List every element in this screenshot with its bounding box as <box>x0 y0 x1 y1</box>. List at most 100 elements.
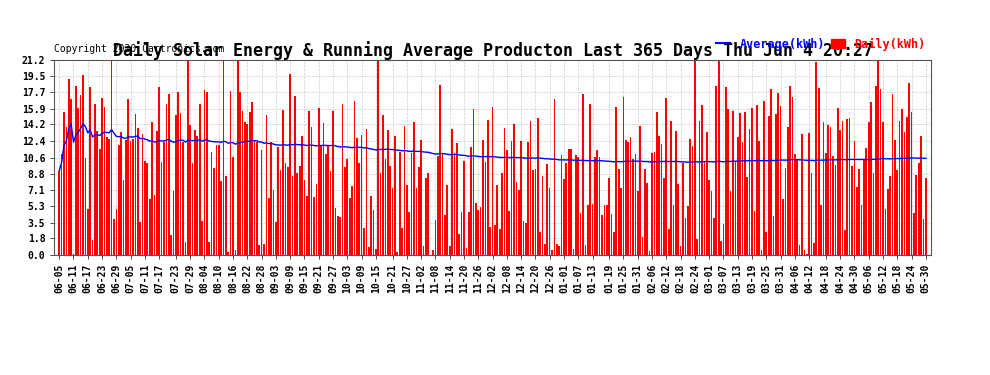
Bar <box>187 60 189 255</box>
Bar <box>80 95 81 255</box>
Bar <box>104 107 105 255</box>
Bar <box>487 120 489 255</box>
Bar <box>633 159 634 255</box>
Bar <box>280 170 281 255</box>
Bar <box>68 79 69 255</box>
Bar <box>306 196 308 255</box>
Bar <box>148 199 150 255</box>
Bar <box>784 168 786 255</box>
Bar <box>199 104 201 255</box>
Bar <box>230 91 232 255</box>
Bar <box>304 180 305 255</box>
Bar <box>145 161 146 255</box>
Bar <box>537 118 539 255</box>
Bar <box>794 154 796 255</box>
Bar <box>694 60 696 255</box>
Bar <box>889 176 891 255</box>
Bar <box>356 138 357 255</box>
Bar <box>558 246 560 255</box>
Bar <box>901 109 903 255</box>
Bar <box>301 136 303 255</box>
Bar <box>565 164 567 255</box>
Bar <box>363 228 364 255</box>
Bar <box>604 205 605 255</box>
Bar <box>272 189 274 255</box>
Bar <box>913 213 915 255</box>
Bar <box>563 179 564 255</box>
Bar <box>192 164 193 255</box>
Bar <box>692 146 693 255</box>
Bar <box>560 154 562 255</box>
Bar <box>728 109 729 255</box>
Bar <box>421 140 422 255</box>
Text: Copyright 2020 Cartronics.com: Copyright 2020 Cartronics.com <box>54 44 225 54</box>
Bar <box>368 247 369 255</box>
Bar <box>763 101 764 255</box>
Bar <box>137 128 139 255</box>
Bar <box>335 208 337 255</box>
Bar <box>856 187 857 255</box>
Bar <box>208 243 210 255</box>
Bar <box>556 244 557 255</box>
Bar <box>418 167 420 255</box>
Bar <box>108 140 110 255</box>
Bar <box>675 131 677 255</box>
Legend: Average(kWh), Daily(kWh): Average(kWh), Daily(kWh) <box>711 33 931 55</box>
Bar <box>151 122 152 255</box>
Bar <box>194 130 196 255</box>
Bar <box>482 140 484 255</box>
Bar <box>413 122 415 255</box>
Bar <box>392 188 393 255</box>
Bar <box>408 212 410 255</box>
Bar <box>533 170 534 255</box>
Bar <box>177 92 179 255</box>
Bar <box>96 131 98 255</box>
Bar <box>242 111 244 255</box>
Bar <box>425 178 427 255</box>
Bar <box>518 190 520 255</box>
Bar <box>256 142 257 255</box>
Bar <box>658 136 660 255</box>
Bar <box>160 162 162 255</box>
Bar <box>868 122 869 255</box>
Bar <box>375 249 377 255</box>
Bar <box>111 60 113 255</box>
Title: Daily Solar Energy & Running Average Producton Last 365 Days Thu Jun 4 20:27: Daily Solar Energy & Running Average Pro… <box>113 41 872 60</box>
Bar <box>875 86 877 255</box>
Bar <box>463 161 464 255</box>
Bar <box>448 246 450 255</box>
Bar <box>772 216 774 255</box>
Bar <box>213 168 215 255</box>
Bar <box>401 228 403 255</box>
Bar <box>268 198 269 255</box>
Bar <box>635 154 637 255</box>
Bar <box>575 156 577 255</box>
Bar <box>716 87 717 255</box>
Bar <box>348 198 350 255</box>
Bar <box>916 175 917 255</box>
Bar <box>911 112 913 255</box>
Bar <box>287 167 289 255</box>
Bar <box>321 146 322 255</box>
Bar <box>540 232 541 255</box>
Bar <box>299 166 301 255</box>
Bar <box>172 191 174 255</box>
Bar <box>365 129 367 255</box>
Bar <box>508 211 510 255</box>
Bar <box>182 141 184 255</box>
Bar <box>544 244 545 255</box>
Bar <box>101 98 103 255</box>
Bar <box>158 87 160 255</box>
Bar <box>308 111 310 255</box>
Bar <box>75 86 76 255</box>
Bar <box>77 108 79 255</box>
Bar <box>896 170 898 255</box>
Bar <box>906 117 908 255</box>
Bar <box>551 250 552 255</box>
Bar <box>513 124 515 255</box>
Bar <box>842 121 843 255</box>
Bar <box>730 191 732 255</box>
Bar <box>608 178 610 255</box>
Bar <box>625 140 627 255</box>
Bar <box>548 188 550 255</box>
